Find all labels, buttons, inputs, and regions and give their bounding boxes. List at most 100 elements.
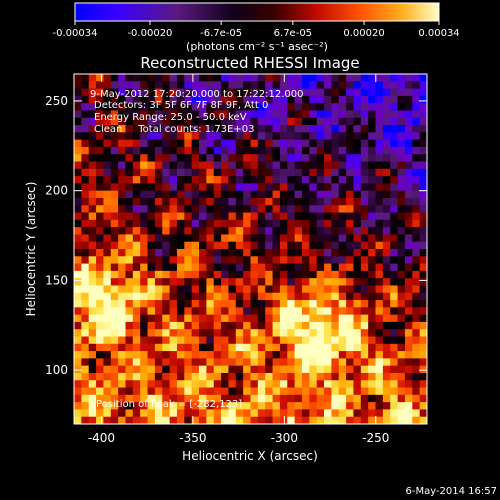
heatmap-cell [294, 168, 303, 177]
heatmap-cell [412, 154, 421, 163]
heatmap-cell [360, 110, 369, 119]
heatmap-cell [81, 336, 90, 345]
peak-position-label: Position of Peak = [-282,123] [96, 399, 242, 410]
heatmap-cell [272, 110, 281, 119]
heatmap-cell [360, 300, 369, 308]
heatmap-cell [184, 88, 193, 97]
heatmap-cell [331, 219, 340, 228]
heatmap-cell [191, 168, 200, 177]
heatmap-cell [412, 249, 421, 257]
heatmap-cell [213, 314, 222, 323]
heatmap-cell [110, 81, 119, 90]
heatmap-cell [81, 227, 90, 236]
heatmap-cell [412, 409, 421, 418]
heatmap-cell [162, 205, 171, 214]
heatmap-cell [213, 234, 222, 243]
heatmap-cell [338, 285, 347, 294]
heatmap-cell [353, 336, 362, 345]
heatmap-cell [324, 263, 332, 272]
heatmap-cell [169, 132, 178, 141]
heatmap-cell [346, 365, 355, 374]
heatmap-cell [404, 270, 413, 279]
heatmap-cell [125, 380, 134, 389]
heatmap-cell [382, 292, 391, 301]
heatmap-cell [360, 183, 369, 192]
heatmap-cell [206, 161, 215, 170]
heatmap-cell [74, 81, 82, 90]
heatmap-cell [206, 409, 215, 418]
heatmap-cell [110, 314, 119, 323]
heatmap-cell [382, 351, 391, 359]
heatmap-cell [412, 161, 421, 170]
heatmap-cell [228, 125, 237, 133]
heatmap-cell [287, 74, 296, 82]
heatmap-cell [184, 125, 193, 133]
heatmap-cell [375, 409, 384, 418]
heatmap-cell [419, 358, 427, 367]
heatmap-cell [382, 263, 391, 272]
heatmap-cell [375, 190, 384, 199]
annotation-block: 9-May-2012 17:20:20.000 to 17:22:12.000 … [90, 89, 303, 135]
heatmap-cell [360, 132, 369, 141]
heatmap-cell [404, 358, 413, 367]
heatmap-cell [419, 249, 427, 257]
heatmap-cell [74, 336, 82, 345]
heatmap-cell [81, 256, 90, 265]
heatmap-cell [382, 197, 391, 206]
heatmap-cell [404, 263, 413, 272]
heatmap-cell [169, 358, 178, 367]
heatmap-cell [74, 256, 82, 265]
heatmap-cell [287, 212, 296, 221]
heatmap-cell [353, 146, 362, 155]
heatmap-cell [191, 81, 200, 90]
heatmap-cell [176, 205, 185, 214]
heatmap-cell [397, 176, 406, 184]
heatmap-cell [419, 103, 427, 112]
heatmap-cell [221, 176, 230, 184]
heatmap-cell [110, 95, 119, 104]
heatmap-cell [125, 125, 134, 133]
heatmap-cell [279, 321, 288, 330]
heatmap-cell [243, 81, 252, 90]
heatmap-cell [353, 117, 362, 126]
heatmap-cell [338, 365, 347, 374]
heatmap-cell [309, 190, 318, 199]
heatmap-cell [412, 95, 421, 104]
heatmap-cell [74, 154, 82, 163]
heatmap-cell [250, 74, 259, 82]
heatmap-cell [154, 409, 163, 418]
heatmap-cell [103, 336, 112, 345]
heatmap-cell [110, 249, 119, 257]
heatmap-cell [191, 278, 200, 287]
heatmap-cell [118, 263, 127, 272]
heatmap-cell [412, 117, 421, 126]
heatmap-cell [221, 183, 230, 192]
heatmap-cell [375, 197, 384, 206]
heatmap-cell [375, 365, 384, 374]
heatmap-cell [243, 409, 252, 418]
heatmap-cell [154, 205, 163, 214]
heatmap-cell [265, 117, 274, 126]
heatmap-cell [176, 146, 185, 155]
heatmap-cell [375, 117, 384, 126]
heatmap-cell [404, 227, 413, 236]
heatmap-cell [235, 314, 244, 323]
heatmap-cell [368, 365, 377, 374]
heatmap-cell [375, 132, 384, 141]
heatmap-cell [309, 212, 318, 221]
heatmap-cell [360, 117, 369, 126]
heatmap-cell [316, 307, 325, 316]
heatmap-cell [294, 132, 303, 141]
heatmap-cell [257, 263, 266, 272]
heatmap-cell [103, 234, 112, 243]
heatmap-cell [162, 416, 171, 424]
heatmap-cell [338, 409, 347, 418]
heatmap-cell [125, 372, 134, 381]
heatmap-cell [162, 183, 171, 192]
heatmap-cell [213, 292, 222, 301]
heatmap-cell [316, 110, 325, 119]
colorbar-tick-label: -0.00034 [53, 28, 98, 39]
heatmap-cell [272, 292, 281, 301]
heatmap-cell [206, 117, 215, 126]
heatmap-cell [353, 372, 362, 381]
